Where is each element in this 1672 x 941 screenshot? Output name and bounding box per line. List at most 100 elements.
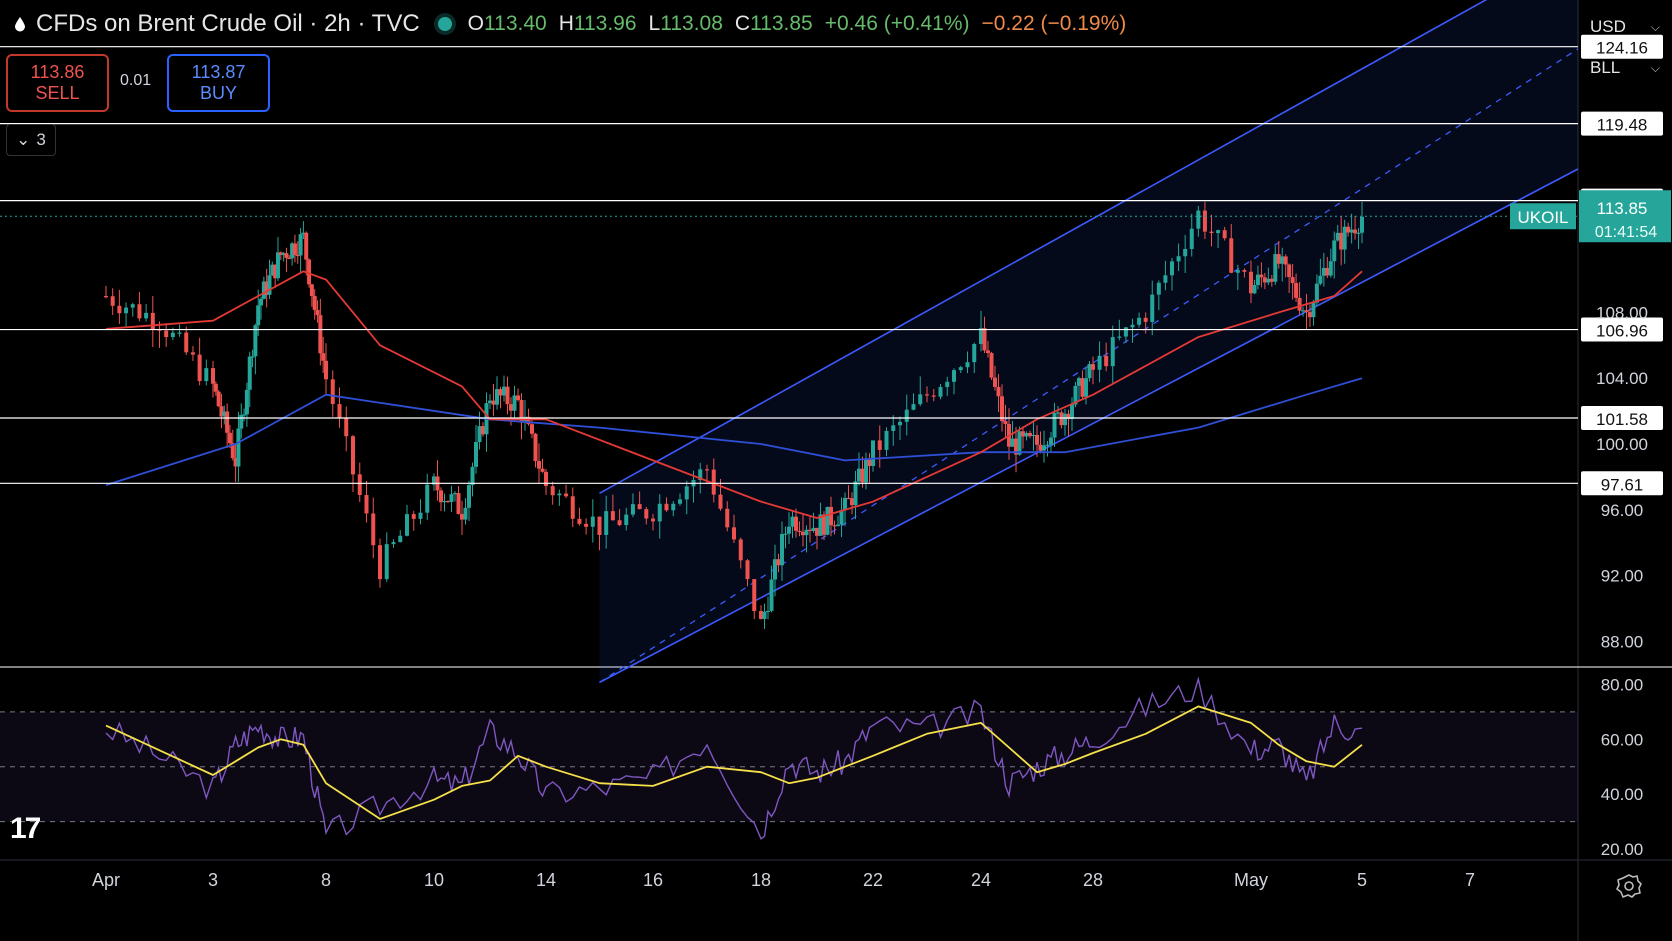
candle-body [797,530,802,533]
time-axis-tick: 28 [1083,870,1103,890]
candle-body [801,531,805,536]
candle-body [1307,312,1312,318]
gear-icon[interactable] [1616,873,1642,899]
candle-body [1266,278,1271,283]
candle-body [630,504,635,515]
time-axis-tick: 8 [321,870,331,890]
candle-body [1024,432,1029,437]
candle-body [307,259,312,285]
candle-body [1066,413,1071,420]
candle-body [502,386,506,396]
candle-body [898,421,902,426]
candle-body [808,529,812,532]
candle-body [1349,229,1354,233]
candle-body [259,298,264,306]
candle-body [725,508,730,528]
candle-body [1028,432,1032,437]
candle-body [853,481,858,506]
unit-select[interactable]: BLL ⌵ [1584,51,1668,85]
candle-body [391,542,396,545]
candle-body [843,497,847,511]
candle-body [1242,270,1247,272]
time-axis-tick: May [1234,870,1268,890]
candle-body [1170,261,1174,276]
candle-body [304,232,309,260]
candle-body [1084,378,1088,397]
candle-body [505,386,510,405]
candle-body [467,485,471,508]
candle-body [298,234,303,256]
candle-body [1273,254,1278,282]
candle-body [1196,210,1201,229]
candle-body [460,513,464,520]
candle-body [530,424,534,434]
candle-body [344,417,349,437]
low-value: 113.08 [660,12,723,35]
candle-body [222,411,227,417]
candle-body [1287,264,1292,278]
candle-body [617,520,622,526]
candle-body [811,527,816,532]
candle-body [371,513,376,546]
candle-body [1097,355,1102,370]
time-axis-tick: 16 [643,870,663,890]
candle-body [247,356,252,390]
candle-body [1077,378,1081,386]
candle-body [1283,256,1288,265]
rsi-axis-tick: 20.00 [1601,840,1644,859]
candle-body [1356,232,1361,234]
price-axis-tick: 88.00 [1601,632,1644,651]
candle-body [233,458,238,467]
buy-button[interactable]: 113.87 BUY [167,54,270,112]
candle-body [512,395,517,411]
candle-body [904,409,909,422]
candle-body [519,399,524,423]
candle-body [597,516,602,535]
last-price-label: 113.85 [1597,199,1648,218]
level-tag [1581,317,1663,342]
candle-body [776,559,781,566]
candle-body [979,328,983,345]
candle-body [698,469,703,480]
candle-body [442,500,447,503]
candle-body [509,404,513,411]
candle-body [752,579,757,612]
candle-body [1070,404,1074,420]
candle-body [1156,282,1161,295]
candle-body [1183,248,1188,257]
candle-body [544,471,548,487]
candle-body [1325,267,1330,276]
candle-body [244,389,249,415]
candle-body [832,525,837,527]
chart-header: CFDs on Brent Crude Oil · 2h · TVC O113.… [12,10,1126,38]
candle-body [769,579,774,611]
candle-body [439,490,443,503]
candle-body [651,518,655,522]
candle-body [398,535,403,543]
candle-body [537,461,541,469]
candle-body [290,243,295,259]
candle-body [1104,355,1109,367]
time-axis-tick: 18 [751,870,771,890]
high-value: 113.96 [573,12,637,35]
candle-body [1311,302,1316,318]
candle-body [1229,238,1234,273]
candle-body [230,443,235,459]
sell-button[interactable]: 113.86 SELL [6,54,109,112]
candle-body [150,312,155,330]
currency-select[interactable]: USD ⌵ [1584,10,1668,44]
candle-body [1255,274,1260,286]
candle-body [867,458,872,467]
candle-body [664,503,669,511]
candle-body [1130,324,1135,328]
indicators-toggle-button[interactable]: ⌄ 3 [6,124,56,156]
candle-body [292,243,297,255]
candle-body [550,486,555,496]
candle-body [1339,232,1344,250]
symbol-title[interactable]: CFDs on Brent Crude Oil · 2h · TVC [36,10,420,37]
candle-body [330,379,335,405]
level-tag [1581,111,1663,136]
candle-body [759,611,763,619]
candle-body [577,518,582,524]
